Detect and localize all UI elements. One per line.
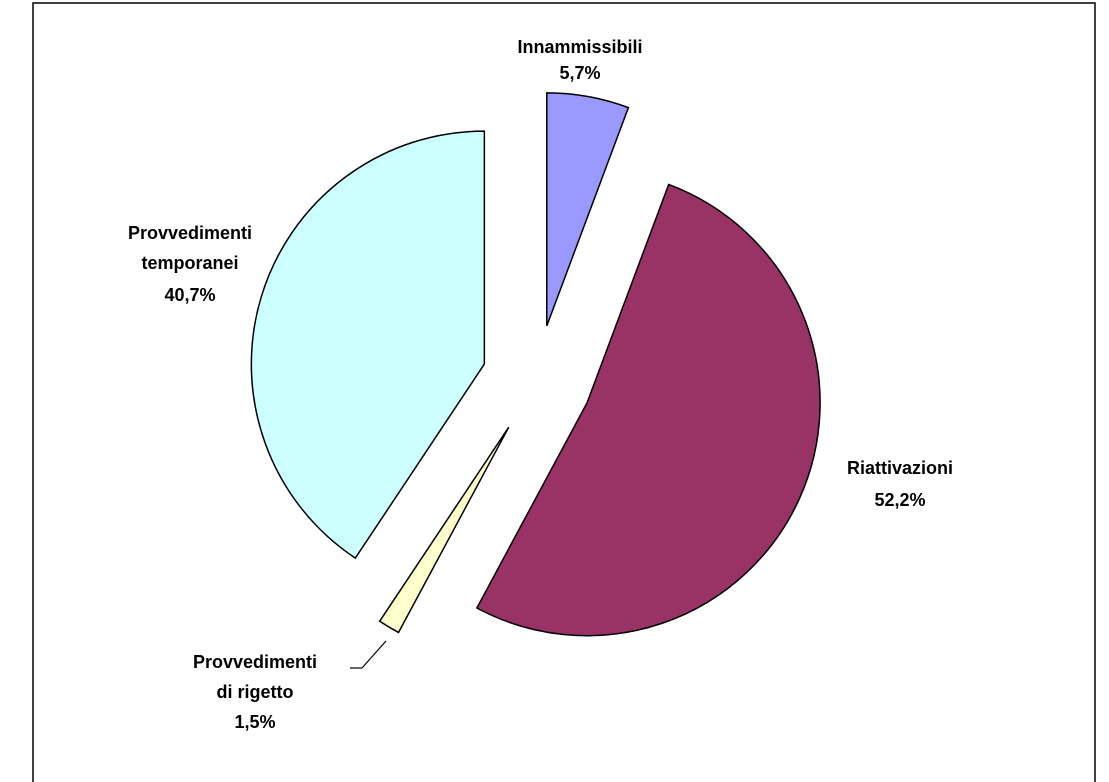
slice-label: Provvedimenti temporanei <box>127 223 253 273</box>
slice-label: Riattivazioni <box>846 458 953 478</box>
pie-slice <box>250 130 486 560</box>
value-label: 52,2% <box>874 490 926 510</box>
pie-slice <box>546 92 630 327</box>
pie-slice <box>475 183 821 637</box>
plot-frame <box>32 2 1096 782</box>
slice-label: Innammissibili <box>517 37 643 57</box>
value-label: 1,5% <box>234 712 276 732</box>
leader-line <box>361 640 387 669</box>
value-label: 5,7% <box>559 63 601 83</box>
value-label: 40,7% <box>164 285 216 305</box>
pie-slice <box>378 426 510 634</box>
slice-label: Provvedimenti di rigetto <box>192 652 318 702</box>
